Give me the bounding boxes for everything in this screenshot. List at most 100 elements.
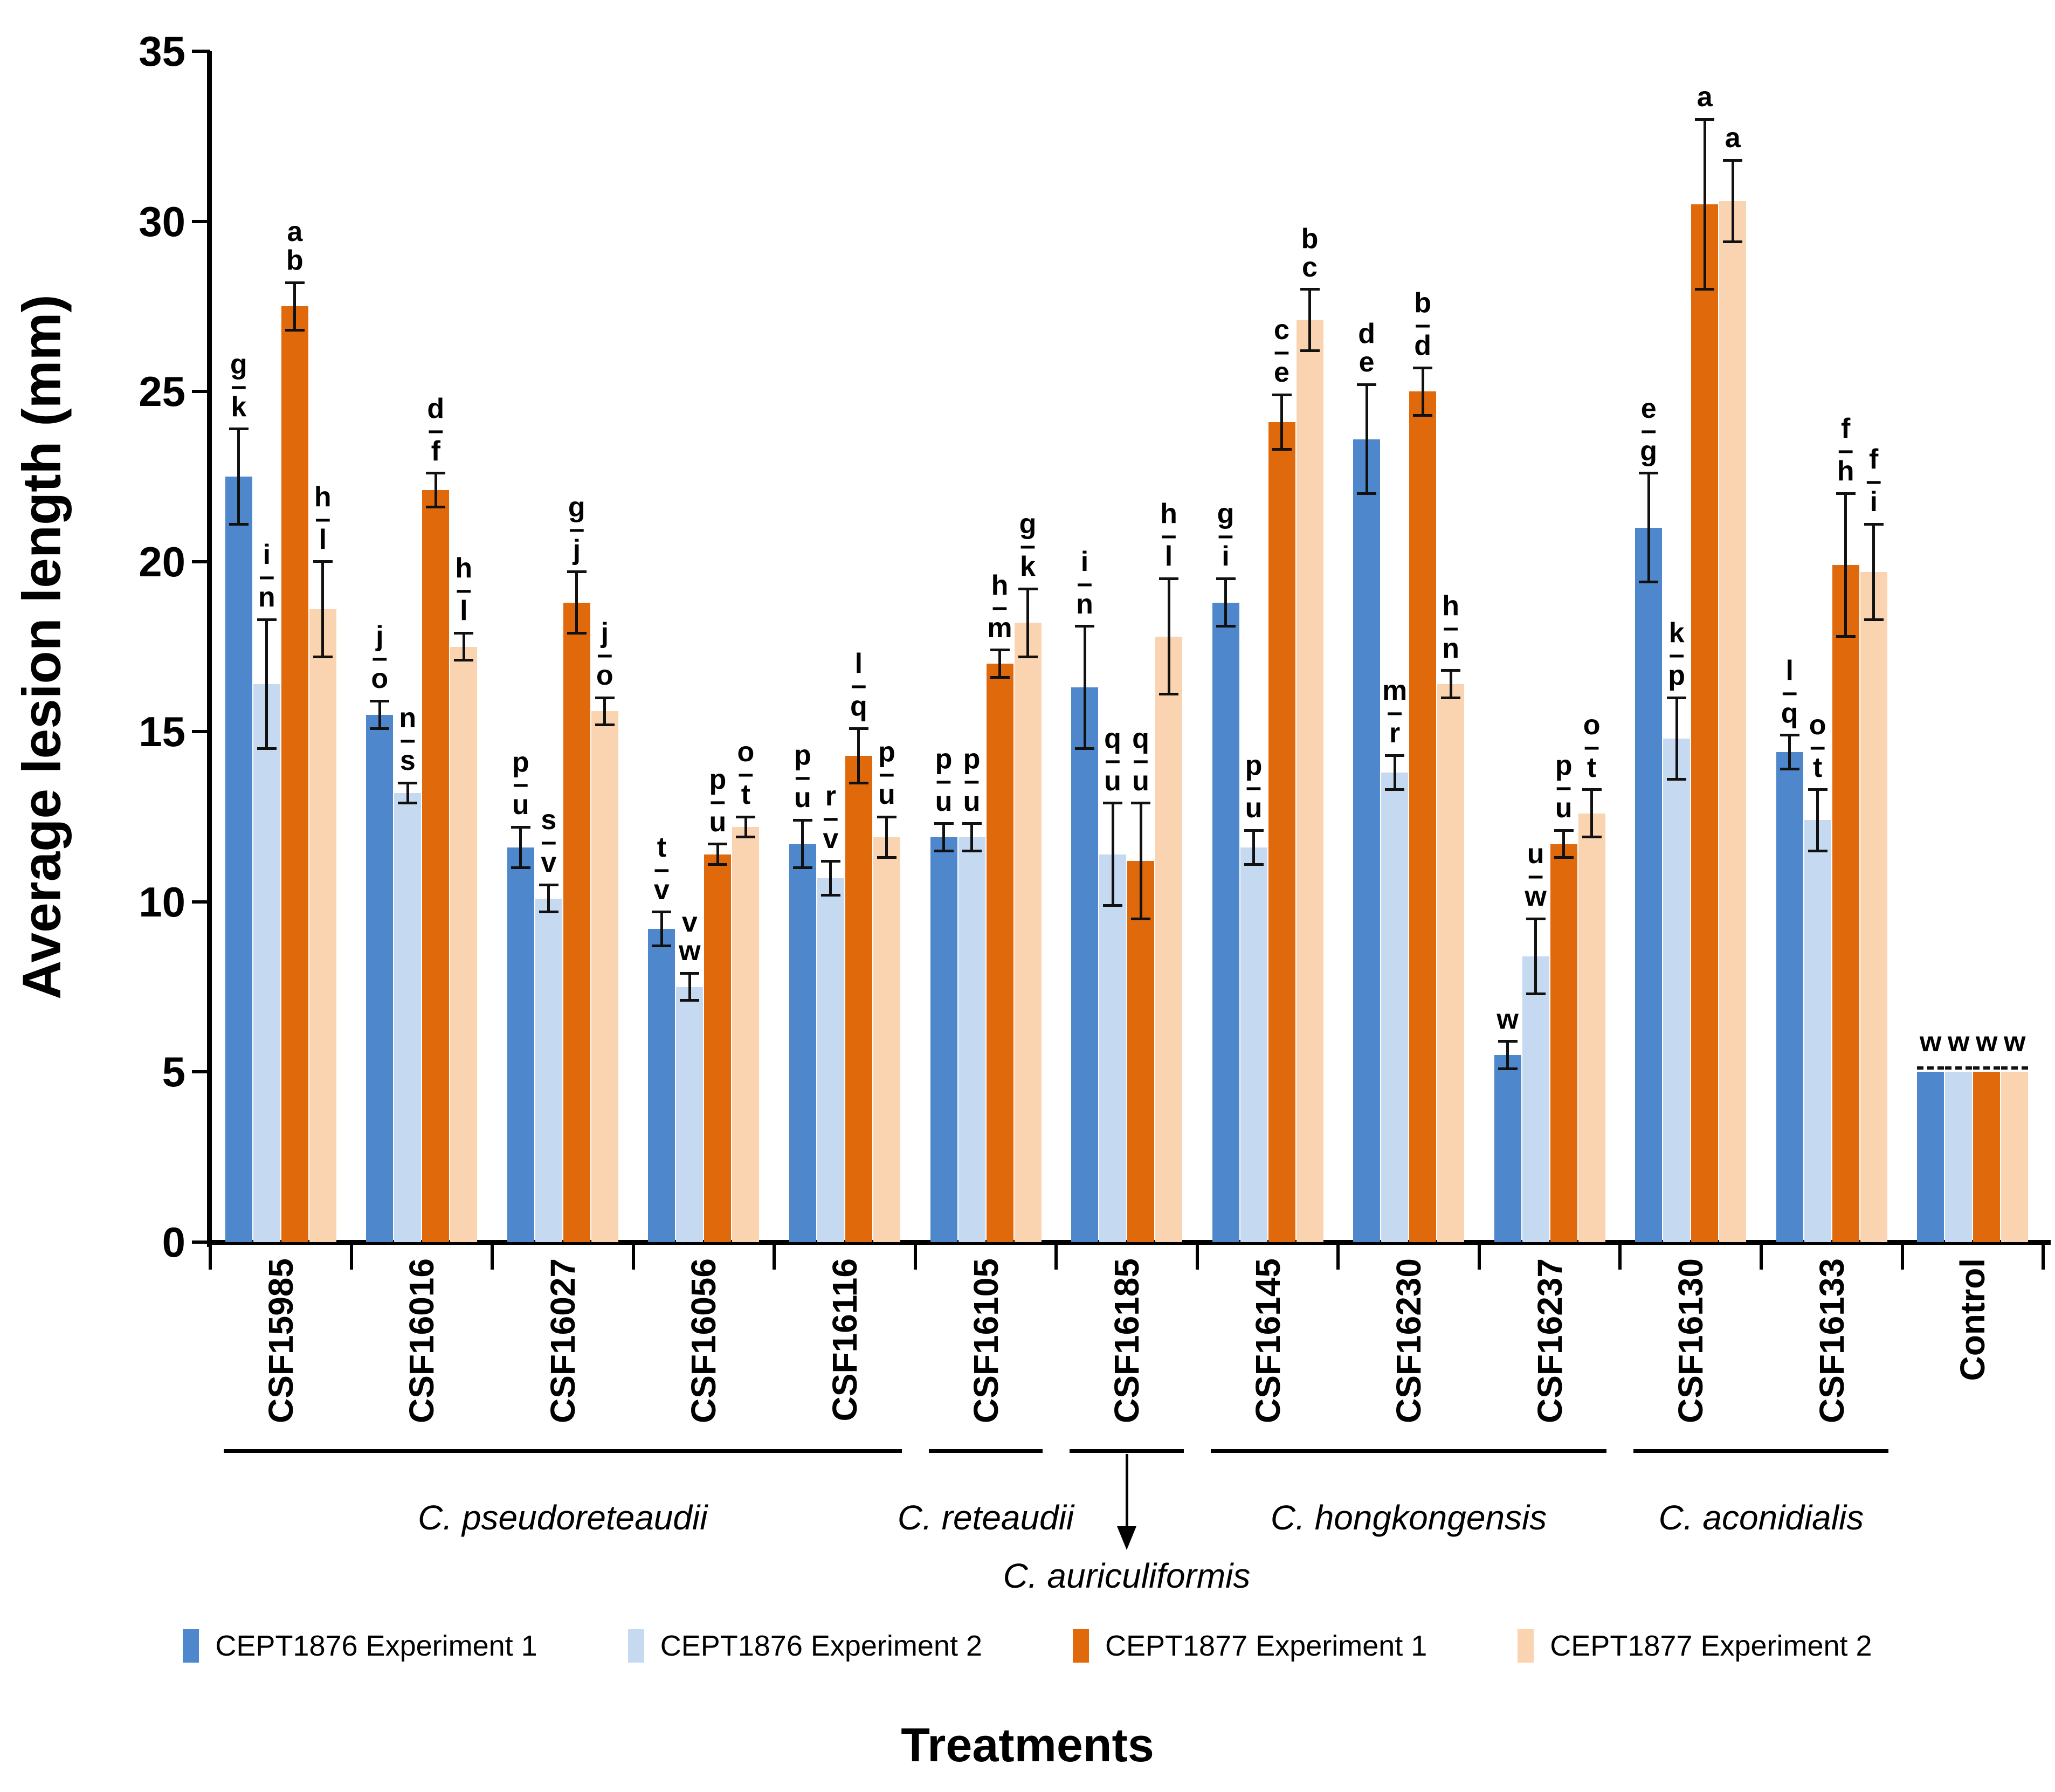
error-bar — [942, 823, 945, 851]
bar — [1494, 1054, 1521, 1242]
significance-letter: p — [963, 743, 981, 775]
error-bar-cap — [990, 676, 1010, 679]
bar — [732, 827, 760, 1242]
error-bar — [660, 912, 663, 946]
significance-letter: u — [935, 785, 953, 817]
error-bar-cap — [1723, 158, 1743, 162]
bar — [1381, 773, 1409, 1242]
significance-letters: o – t — [1554, 711, 1630, 782]
error-bar-cap — [652, 945, 672, 948]
significance-letter: d — [1414, 329, 1431, 361]
error-bar — [1816, 789, 1819, 851]
significance-letters: p – u — [483, 748, 558, 819]
significance-letters: i – n — [1047, 547, 1122, 619]
x-axis-tick — [209, 1245, 212, 1270]
bar — [986, 664, 1013, 1242]
significance-letters: o – t — [1780, 711, 1856, 782]
significance-letters: w — [1470, 1005, 1546, 1034]
species-label: C. auriculiformis — [1003, 1556, 1251, 1595]
significance-letter: l — [854, 647, 863, 679]
error-bar — [970, 823, 973, 851]
significance-letter: u — [1104, 765, 1121, 797]
significance-letter: p — [794, 740, 811, 771]
bar — [591, 711, 618, 1242]
error-bar-cap — [1159, 693, 1178, 696]
error-bar-cap — [313, 655, 333, 658]
dashed-cap — [2001, 1066, 2029, 1070]
significance-letter: q — [850, 690, 867, 722]
x-tick-label: CSF16230 — [1389, 1258, 1429, 1423]
error-bar — [547, 885, 550, 912]
error-bar-cap — [1300, 288, 1320, 291]
error-bar-cap — [736, 815, 756, 818]
bar — [1268, 422, 1295, 1242]
significance-letter: h — [455, 553, 473, 584]
significance-letters: l – q — [1752, 656, 1828, 728]
bar — [1973, 1072, 2001, 1242]
x-tick-label: CSF16133 — [1812, 1258, 1851, 1423]
significance-letter: g — [1217, 498, 1235, 530]
significance-letters: g – k — [990, 510, 1066, 581]
x-tick-label: CSF16016 — [402, 1258, 442, 1423]
y-axis-line — [207, 51, 212, 1247]
significance-letters: p – u — [1526, 752, 1602, 823]
x-tick-label: CSF16145 — [1248, 1258, 1287, 1423]
significance-letter: p — [1555, 750, 1573, 782]
bar — [845, 755, 872, 1242]
error-bar-cap — [1103, 904, 1122, 907]
letter-range-dash: – — [1077, 567, 1093, 599]
error-bar-cap — [1723, 240, 1743, 243]
error-bar — [1731, 160, 1734, 242]
significance-letters: p – u — [680, 765, 755, 837]
error-bar — [1280, 395, 1283, 450]
error-bar-cap — [1216, 625, 1236, 628]
error-bar-cap — [1244, 829, 1264, 832]
error-bar-cap — [313, 560, 333, 563]
species-group-line — [1633, 1449, 1889, 1453]
error-bar-cap — [567, 631, 587, 635]
bar — [507, 847, 534, 1242]
significance-letters: w — [1921, 1028, 1996, 1057]
bar — [1212, 602, 1239, 1242]
error-bar-cap — [708, 863, 728, 866]
error-bar-cap — [652, 911, 672, 914]
significance-letters: f – i — [1836, 445, 1912, 516]
significance-letter: p — [512, 746, 529, 778]
error-bar — [829, 861, 832, 895]
dashed-cap — [1973, 1066, 2001, 1070]
error-bar-cap — [1159, 577, 1178, 580]
x-tick-label: CSF16237 — [1530, 1258, 1569, 1423]
y-axis-tick — [192, 900, 210, 904]
letter-range-dash: – — [1810, 730, 1826, 762]
error-bar-cap — [567, 570, 587, 574]
significance-letter: o — [371, 663, 389, 695]
significance-letter: w — [1975, 1026, 1998, 1058]
letter-range-dash: – — [1443, 611, 1459, 643]
bar — [1917, 1072, 1944, 1242]
significance-letter: b — [286, 245, 304, 277]
significance-letters: m – r — [1357, 677, 1432, 748]
error-bar — [462, 633, 465, 660]
x-axis-tick — [631, 1245, 635, 1270]
bar — [1014, 623, 1042, 1242]
significance-letters: w — [1977, 1028, 2052, 1057]
y-axis-tick — [192, 219, 210, 223]
bar — [1691, 204, 1719, 1242]
error-bar — [1111, 803, 1114, 906]
significance-letter: j — [376, 621, 384, 652]
significance-letters: l – q — [821, 647, 897, 722]
significance-letter: g — [1640, 435, 1658, 467]
error-bar-cap — [1864, 522, 1884, 526]
error-bar-cap — [934, 822, 954, 825]
y-tick-label: 20 — [139, 537, 185, 585]
y-tick-label: 5 — [162, 1048, 185, 1096]
significance-letter: w — [1947, 1026, 1970, 1058]
bar — [1635, 527, 1663, 1242]
error-bar-cap — [398, 802, 418, 805]
legend-item: CEPT1876 Experiment 1 — [183, 1629, 537, 1663]
letter-range-dash: – — [315, 502, 331, 534]
significance-letter: v — [823, 823, 839, 855]
significance-letter: k — [1020, 551, 1036, 583]
